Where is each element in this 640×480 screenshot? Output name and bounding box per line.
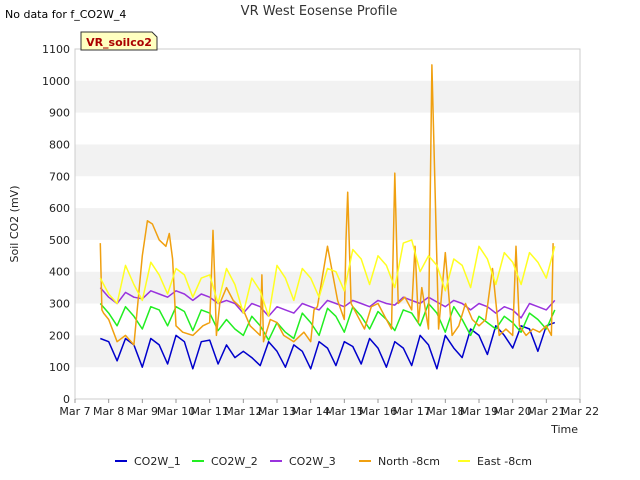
- legend-label: CO2W_2: [211, 455, 258, 468]
- y-tick-label: 300: [49, 298, 70, 311]
- series-line-co2w-1: [100, 321, 556, 370]
- x-tick-label: Mar 7: [59, 405, 90, 418]
- x-tick-label: Mar 16: [359, 405, 397, 418]
- y-tick-label: 500: [49, 234, 70, 247]
- y-axis-ticks: 0 100 200 300 400 500 600 700 800 900 1000 1100: [42, 43, 70, 406]
- grid-band: [75, 144, 580, 177]
- x-tick-label: Mar 19: [460, 405, 498, 418]
- x-tick-label: Mar 8: [93, 405, 124, 418]
- legend-item: CO2W_3: [270, 455, 336, 468]
- legend-label: East -8cm: [477, 455, 532, 468]
- legend: CO2W_1 CO2W_2 CO2W_3 North -8cm East -8cm: [115, 455, 532, 468]
- series-layer: [99, 64, 556, 370]
- y-tick-label: 400: [49, 266, 70, 279]
- y-axis-label: Soil CO2 (mV): [8, 186, 21, 263]
- y-tick-label: 1000: [42, 75, 70, 88]
- legend-label: CO2W_1: [134, 455, 181, 468]
- x-tick-label: Mar 13: [258, 405, 296, 418]
- grid-band: [75, 271, 580, 304]
- y-tick-label: 100: [49, 361, 70, 374]
- x-tick-label: Mar 18: [426, 405, 464, 418]
- x-tick-label: Mar 11: [191, 405, 229, 418]
- legend-item: North -8cm: [359, 455, 440, 468]
- x-tick-label: Mar 9: [127, 405, 158, 418]
- x-tick-label: Mar 10: [157, 405, 195, 418]
- background-bands: [75, 80, 580, 368]
- legend-item: CO2W_1: [115, 455, 181, 468]
- legend-item: CO2W_2: [192, 455, 258, 468]
- y-tick-label: 700: [49, 170, 70, 183]
- series-line-co2w-2: [99, 302, 556, 341]
- legend-item: East -8cm: [458, 455, 532, 468]
- y-tick-label: 0: [63, 393, 70, 406]
- x-tick-label: Mar 17: [393, 405, 431, 418]
- badge: VR_soilco2: [80, 31, 158, 51]
- y-tick-label: 800: [49, 138, 70, 151]
- grid-band: [75, 335, 580, 368]
- x-tick-label: Mar 20: [494, 405, 532, 418]
- x-tick-label: Mar 21: [527, 405, 565, 418]
- legend-label: North -8cm: [378, 455, 440, 468]
- chart-title: VR West Eosense Profile: [241, 4, 398, 19]
- y-tick-label: 900: [49, 107, 70, 120]
- grid-band: [75, 208, 580, 240]
- x-tick-label: Mar 22: [561, 405, 599, 418]
- series-line-co2w-3: [99, 287, 556, 319]
- x-tick-label: Mar 12: [224, 405, 262, 418]
- series-line-east-8cm: [99, 239, 556, 318]
- badge-box: [80, 31, 158, 51]
- nodata-text: No data for f_CO2W_4: [5, 8, 126, 21]
- plot-frame: [74, 48, 581, 400]
- x-axis-label: Time: [550, 423, 578, 436]
- series-line-north-8cm: [99, 64, 554, 346]
- y-tick-label: 600: [49, 202, 70, 215]
- legend-label: CO2W_3: [289, 455, 336, 468]
- x-tick-label: Mar 15: [325, 405, 363, 418]
- x-tick-label: Mar 14: [292, 405, 330, 418]
- badge-text: VR_soilco2: [86, 36, 152, 49]
- grid-band: [75, 80, 580, 113]
- y-tick-label: 1100: [42, 43, 70, 56]
- y-tick-label: 200: [49, 329, 70, 342]
